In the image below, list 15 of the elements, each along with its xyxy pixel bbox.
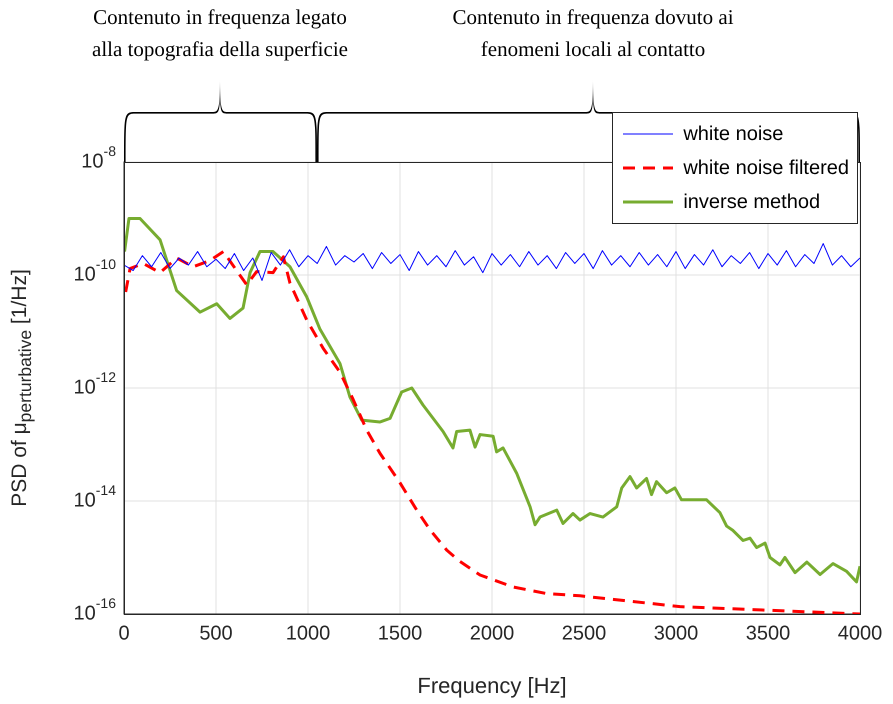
text: Contenuto in frequenza legato alla topografia della superficie (92, 4, 348, 62)
legend-label: white noise filtered (683, 156, 849, 180)
x-tick-label: 2000 (470, 622, 514, 645)
x-tick-label: 3000 (654, 622, 698, 645)
x-axis-title: Frequency [Hz] (417, 672, 567, 698)
x-tick-label: 0 (118, 622, 130, 645)
text: Contenuto in frequenza dovuto ai fenomeni locali al contatto (452, 4, 734, 62)
x-tick-label: 1000 (286, 622, 330, 645)
x-tick-label: 2500 (562, 622, 606, 645)
legend-label: inverse method (683, 190, 820, 214)
x-tick-label: 3500 (746, 622, 790, 645)
x-tick-label: 500 (199, 622, 233, 645)
legend-label: white noise (683, 122, 784, 146)
x-tick-label: 1500 (378, 622, 422, 645)
x-tick-label: 4000 (838, 622, 882, 645)
